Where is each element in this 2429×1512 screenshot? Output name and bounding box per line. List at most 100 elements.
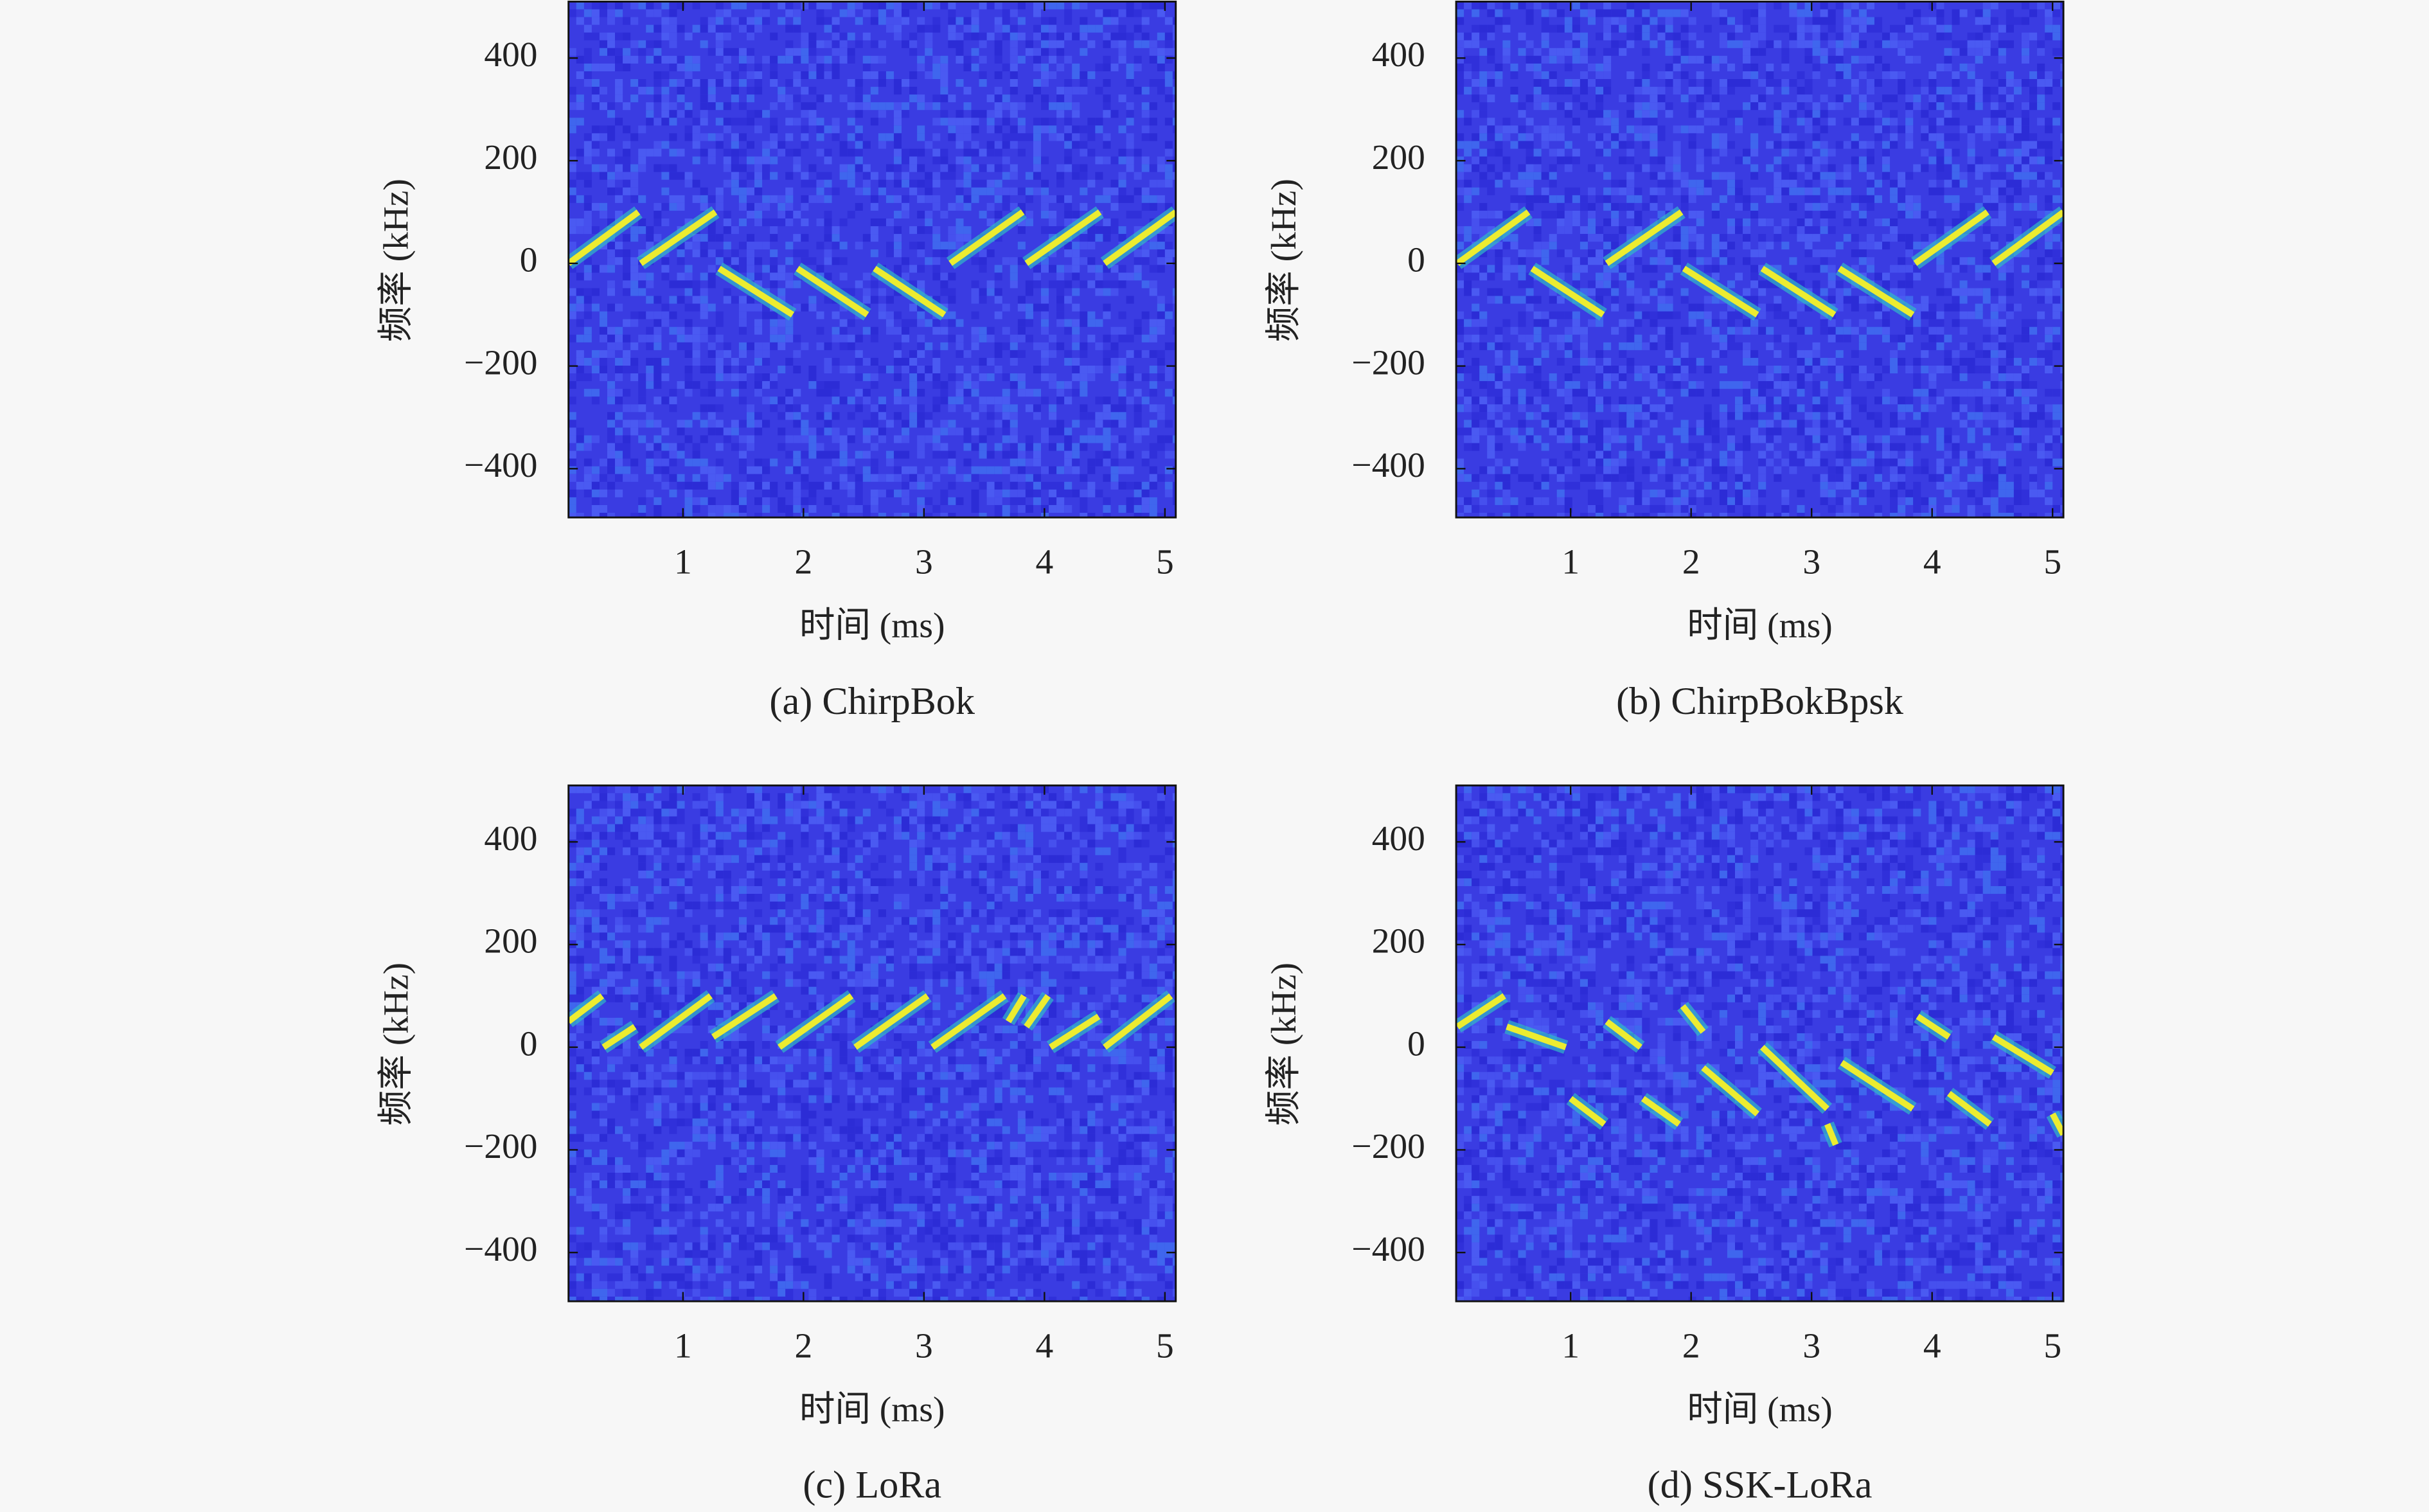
noise-cell (607, 249, 616, 258)
noise-cell (1882, 396, 1891, 405)
noise-cell (1041, 187, 1049, 195)
noise-cell (1704, 265, 1712, 273)
noise-cell (1967, 450, 1975, 459)
noise-cell (1921, 513, 1929, 518)
noise-cell (1479, 513, 1488, 518)
noise-cell (746, 404, 755, 413)
noise-cell (1936, 32, 1944, 40)
noise-cell (808, 87, 817, 95)
noise-cell (1928, 334, 1937, 342)
noise-cell (1596, 71, 1604, 80)
noise-cell (684, 125, 693, 134)
noise-cell (1680, 296, 1689, 304)
noise-cell (770, 319, 778, 327)
noise-cell (1650, 40, 1658, 48)
noise-cell (1611, 24, 1619, 33)
noise-cell (1898, 24, 1906, 33)
noise-cell (1080, 381, 1088, 389)
noise-cell (932, 172, 941, 180)
noise-cell (1665, 48, 1673, 56)
noise-cell (1634, 164, 1642, 172)
noise-cell (1634, 497, 1642, 505)
noise-cell (925, 373, 933, 382)
noise-cell (1103, 420, 1111, 428)
noise-cell (1835, 48, 1844, 56)
noise-cell (1518, 366, 1526, 374)
noise-cell (1149, 164, 1157, 172)
noise-cell (940, 288, 948, 296)
noise-cell (1719, 420, 1727, 428)
noise-cell (1758, 280, 1766, 289)
noise-cell (1080, 187, 1088, 195)
noise-cell (870, 443, 878, 451)
noise-cell (661, 396, 670, 405)
noise-cell (1851, 458, 1859, 467)
noise-cell (1064, 94, 1072, 103)
noise-cell (1064, 427, 1072, 436)
noise-cell (770, 489, 778, 497)
noise-cell (715, 458, 724, 467)
noise-cell (1587, 17, 1596, 25)
noise-cell (893, 513, 902, 518)
noise-cell (1680, 48, 1689, 56)
noise-cell (1541, 458, 1549, 467)
noise-cell (1928, 94, 1937, 103)
noise-cell (1002, 489, 1010, 497)
noise-cell (1487, 24, 1495, 33)
noise-cell (583, 265, 592, 273)
noise-cell (692, 242, 700, 250)
noise-cell (971, 334, 979, 342)
noise-cell (1657, 373, 1666, 382)
noise-cell (1526, 40, 1534, 48)
noise-cell (940, 156, 948, 165)
noise-cell (1858, 334, 1867, 342)
noise-cell (994, 265, 1002, 273)
noise-cell (1882, 218, 1891, 227)
noise-cell (1487, 342, 1495, 350)
noise-cell (1064, 79, 1072, 87)
noise-cell (1835, 481, 1844, 490)
noise-cell (1797, 226, 1805, 235)
noise-cell (1611, 234, 1619, 242)
noise-cell (1774, 427, 1782, 436)
noise-cell (1921, 234, 1929, 242)
chirp-layer (568, 206, 1176, 321)
noise-cell (793, 164, 801, 172)
noise-cell (994, 481, 1002, 490)
noise-cell (1533, 373, 1542, 382)
noise-cell (893, 342, 902, 350)
noise-cell (723, 24, 731, 33)
noise-cell (1010, 133, 1018, 141)
noise-cell (1866, 303, 1874, 312)
noise-cell (661, 71, 670, 80)
noise-cell (1735, 40, 1743, 48)
noise-cell (1843, 172, 1851, 180)
noise-cell (1518, 164, 1526, 172)
noise-cell (1680, 497, 1689, 505)
noise-cell (1041, 265, 1049, 273)
noise-cell (1464, 319, 1472, 327)
noise-cell (902, 396, 910, 405)
noise-cell (1851, 481, 1859, 490)
noise-cell (591, 474, 600, 482)
noise-cell (661, 357, 670, 366)
noise-cell (1579, 389, 1588, 397)
noise-cell (1472, 435, 1480, 443)
noise-cell (568, 118, 576, 126)
noise-cell (917, 133, 925, 141)
noise-cell (1665, 381, 1673, 389)
noise-cell (731, 373, 739, 382)
noise-cell (1611, 48, 1619, 56)
noise-cell (1095, 450, 1103, 459)
noise-cell (731, 87, 739, 95)
noise-cell (1064, 210, 1072, 218)
noise-cell (1797, 32, 1805, 40)
noise-cell (808, 443, 817, 451)
noise-cell (1603, 187, 1612, 195)
noise-cell (778, 55, 786, 64)
noise-cell (1541, 350, 1549, 358)
noise-cell (1828, 17, 1836, 25)
noise-cell (1882, 40, 1891, 48)
noise-cell (738, 396, 747, 405)
